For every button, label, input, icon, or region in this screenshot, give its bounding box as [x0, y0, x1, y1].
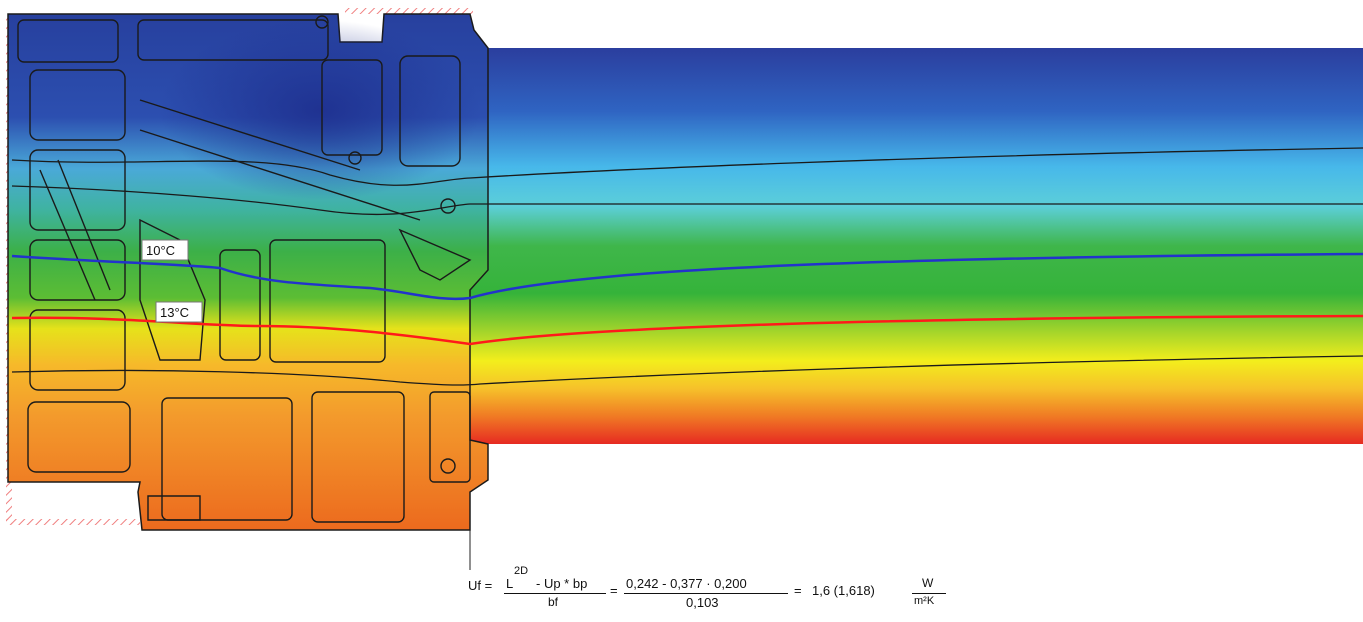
- formula-uf: Uf =: [468, 578, 493, 593]
- formula-fraction-line-2: [624, 593, 788, 594]
- formula-sup: 2D: [514, 565, 529, 577]
- label-13c-box: 13°C: [155, 301, 203, 323]
- formula-fraction-line-3: [912, 593, 946, 594]
- formula-result: 1,6 (1,618): [812, 583, 875, 598]
- isotherm-10c: [11, 252, 1363, 301]
- boundary-hatch-top: [345, 8, 473, 14]
- formula-eq2: =: [794, 583, 802, 598]
- formula-eq1: =: [610, 583, 618, 598]
- glazing-panel: [470, 48, 1363, 444]
- formula-unit-den: m²K: [914, 595, 935, 607]
- formula-num-values: 0,242 - 0,377 · 0,200: [626, 576, 747, 591]
- isotherm-lines: [11, 147, 1363, 386]
- formula-den-value: 0,103: [686, 595, 719, 610]
- formula-fraction-line-1: [504, 593, 606, 594]
- formula-num-rest: - Up * bp: [536, 576, 588, 591]
- label-10c-box: 10°C: [141, 239, 189, 261]
- cold-zone: [160, 20, 480, 200]
- boundary-hatch-bottom: [6, 519, 140, 525]
- formula-unit-num: W: [922, 576, 934, 590]
- label-10c: 10°C: [146, 243, 175, 258]
- formula-den: bf: [548, 595, 559, 609]
- formula-l2d: L: [506, 576, 514, 591]
- profile-chambers: [17, 15, 472, 523]
- isotherm-13c: [11, 314, 1363, 346]
- label-13c: 13°C: [160, 305, 189, 320]
